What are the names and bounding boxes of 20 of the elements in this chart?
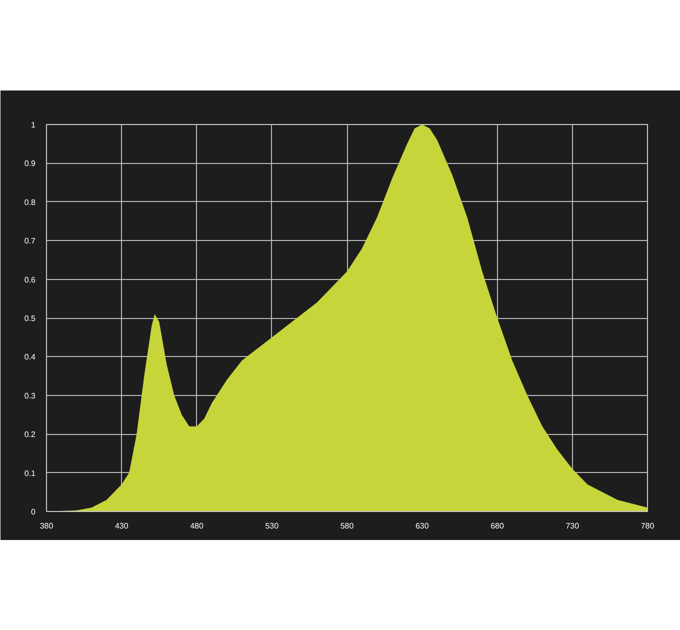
x-tick-label: 480 bbox=[190, 522, 204, 530]
x-tick-label: 780 bbox=[640, 522, 655, 530]
y-tick-label: 0.3 bbox=[24, 391, 36, 400]
y-tick-label: 0.2 bbox=[24, 430, 36, 440]
y-tick-label: 0.4 bbox=[24, 352, 36, 362]
y-tick-label: 0.7 bbox=[24, 236, 36, 246]
y-tick-label: 1 bbox=[31, 120, 36, 130]
y-tick-label: 0.8 bbox=[24, 198, 36, 207]
x-tick-label: 380 bbox=[40, 522, 54, 530]
x-tick-label: 580 bbox=[340, 522, 354, 530]
x-tick-label: 680 bbox=[490, 522, 504, 530]
x-tick-label: 730 bbox=[566, 522, 580, 530]
y-tick-label: 0.5 bbox=[24, 314, 36, 323]
x-tick-label: 630 bbox=[415, 522, 430, 530]
y-tick-label: 0.9 bbox=[24, 159, 36, 168]
y-tick-label: 0 bbox=[31, 508, 36, 516]
y-tick-label: 0.1 bbox=[24, 468, 36, 478]
x-tick-label: 530 bbox=[265, 522, 280, 530]
y-tick-label: 0.6 bbox=[24, 275, 36, 284]
x-tick-label: 430 bbox=[114, 522, 129, 530]
